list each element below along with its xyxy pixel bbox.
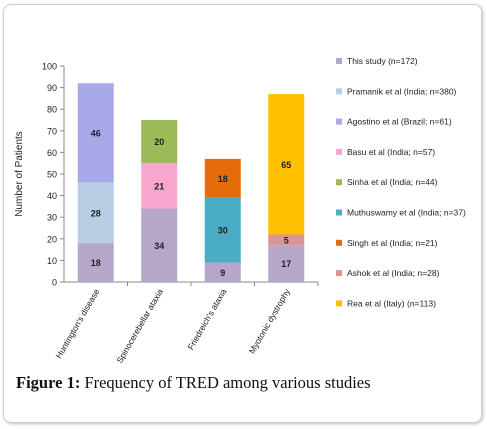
legend-swatch: [336, 148, 342, 155]
bar-segment: [268, 94, 305, 235]
y-tick-label: 100: [42, 62, 57, 72]
data-label: 46: [91, 128, 101, 138]
data-label: 21: [154, 181, 164, 191]
bar-segment: [268, 245, 305, 282]
figure-caption: Figure 1: Frequency of TRED among variou…: [16, 373, 476, 393]
caption-text: Frequency of TRED among various studies: [80, 373, 371, 392]
y-tick-label: 60: [47, 148, 57, 158]
y-tick-label: 70: [47, 126, 57, 136]
legend-swatch: [336, 118, 342, 125]
y-tick-label: 10: [47, 256, 57, 266]
y-tick-label: 20: [47, 234, 57, 244]
y-tick-label: 30: [47, 213, 57, 223]
x-tick-label: Myotonic dystrophy: [247, 286, 293, 355]
legend-entry: Muthuswamy et al (India; n=37): [347, 208, 466, 218]
bar-segment: [77, 243, 114, 282]
data-label: 65: [281, 160, 291, 170]
bar-segment: [141, 120, 178, 164]
y-tick-label: 0: [52, 278, 57, 288]
legend-entry: Agostino et al (Brazil; n=61): [347, 117, 452, 127]
legend-swatch: [336, 239, 342, 246]
data-label: 5: [284, 235, 289, 245]
legend-entry: Pramanik et al (India; n=380): [347, 86, 457, 96]
x-tick-label: Huntington's disease: [53, 287, 101, 360]
y-tick-label: 50: [47, 170, 57, 180]
legend-entry: This study (n=172): [347, 56, 418, 66]
y-tick-label: 80: [47, 105, 57, 115]
legend-swatch: [336, 58, 342, 64]
legend-swatch: [336, 179, 342, 186]
data-label: 17: [281, 259, 291, 269]
caption-label: Figure 1:: [16, 373, 81, 392]
bar-segment: [141, 208, 178, 282]
bar-segment: [204, 262, 241, 282]
data-label: 30: [218, 226, 228, 236]
legend-entry: Basu et al (India; n=57): [347, 147, 435, 157]
y-tick-label: 40: [47, 191, 57, 201]
data-label: 34: [154, 241, 164, 251]
legend-entry: Ashok et al (India; n=28): [347, 268, 440, 278]
x-tick-label: Spinocerebellar ataxia: [114, 287, 165, 365]
data-label: 20: [154, 137, 164, 147]
legend-swatch: [336, 209, 342, 216]
data-label: 9: [220, 268, 225, 278]
legend-entry: Sinha et al (India; n=44): [347, 177, 438, 187]
data-label: 28: [91, 208, 101, 218]
legend-entry: Singh et al (India; n=21): [347, 238, 438, 248]
bar-segment: [77, 83, 114, 183]
legend-swatch: [336, 270, 342, 277]
x-tick-label: Friedreich's ataxia: [185, 287, 228, 352]
bar-segment: [204, 197, 241, 263]
figure-frame: [3, 4, 482, 423]
bar-segment: [77, 182, 114, 244]
y-tick-label: 90: [47, 83, 57, 93]
data-label: 18: [91, 258, 101, 268]
y-axis-title: Number of Patients: [14, 131, 25, 217]
legend-entry: Rea et al (Italy) (n=113): [347, 298, 436, 308]
bar-segment: [141, 163, 178, 209]
bar-segment: [204, 158, 241, 198]
data-label: 18: [218, 174, 228, 184]
legend-swatch: [336, 300, 342, 307]
legend-swatch: [336, 88, 342, 95]
bar-segment: [268, 234, 305, 246]
